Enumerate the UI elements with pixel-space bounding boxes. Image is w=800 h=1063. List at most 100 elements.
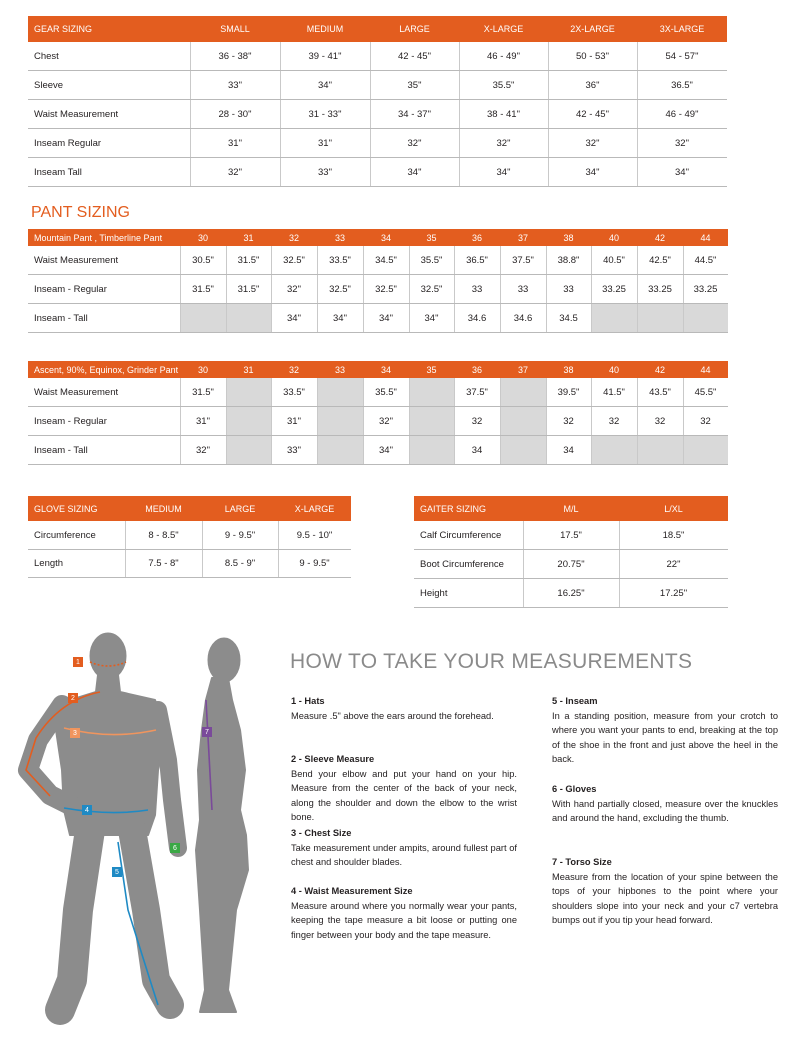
cell: 32" (379, 416, 393, 427)
instruction: 3 - Chest Size Take measurement under amp… (291, 826, 517, 870)
instruction-title: 7 - Torso Size (552, 857, 612, 867)
row-divider (28, 577, 351, 578)
cell: 32 (608, 416, 620, 427)
figure-label: 1 (73, 657, 83, 667)
cell: 9.5 - 10" (296, 529, 333, 541)
column-header: 38 (563, 364, 574, 375)
empty-cell (318, 407, 363, 436)
column-divider (271, 304, 272, 332)
column-header: MEDIUM (306, 24, 344, 34)
figure-label: 7 (202, 727, 212, 737)
column-divider (370, 71, 371, 99)
empty-cell (410, 436, 454, 465)
column-divider (683, 378, 684, 406)
column-divider (637, 436, 638, 464)
cell: 32.5" (375, 284, 397, 295)
column-header: 30 (197, 232, 208, 243)
column-divider (500, 246, 501, 274)
column-divider (619, 579, 620, 607)
cell: 32.5" (329, 284, 351, 295)
cell: 31.5" (237, 255, 260, 266)
column-header: 31 (243, 364, 254, 375)
cell: 42.5" (649, 255, 671, 266)
figure-label: 5 (112, 867, 122, 877)
column-divider (459, 158, 460, 186)
column-divider (591, 407, 592, 435)
cell: 46 - 49" (487, 51, 520, 62)
column-divider (591, 378, 592, 406)
empty-cell (181, 304, 226, 333)
column-header: 35 (426, 232, 437, 243)
column-divider (190, 158, 191, 186)
empty-cell (227, 304, 271, 333)
column-divider (280, 158, 281, 186)
column-divider (370, 129, 371, 157)
cell: 36.5" (466, 255, 488, 266)
instruction: 4 - Waist Measurement Size Measure around… (291, 884, 517, 942)
column-divider (190, 100, 191, 128)
column-divider (454, 246, 455, 274)
cell: 20.75" (557, 559, 585, 570)
table-header (414, 496, 728, 521)
column-divider (500, 378, 501, 406)
cell: 39 - 41" (308, 51, 342, 62)
waist-line (63, 807, 149, 814)
row-label: Circumference (34, 529, 96, 541)
row-divider (28, 186, 727, 187)
column-divider (190, 42, 191, 70)
empty-cell (684, 304, 728, 333)
column-header: X-LARGE (294, 503, 335, 514)
cell: 32" (407, 138, 422, 149)
cell: 32 (700, 416, 711, 427)
instruction-title: 3 - Chest Size (291, 828, 352, 838)
column-divider (271, 378, 272, 406)
front-leg-left (45, 815, 105, 1025)
cell: 36 - 38" (218, 51, 252, 62)
column-header: MEDIUM (145, 503, 182, 514)
cell: 35.5" (420, 255, 443, 266)
column-divider (226, 304, 227, 332)
cell: 42 - 45" (576, 109, 609, 120)
column-divider (591, 304, 592, 332)
column-divider (317, 436, 318, 464)
column-divider (226, 246, 227, 274)
cell: 31" (287, 416, 301, 427)
column-divider (180, 275, 181, 303)
empty-cell (410, 378, 454, 407)
column-divider (202, 549, 203, 577)
front-leg-right (118, 816, 184, 1019)
hat-line (89, 661, 127, 667)
cell: 34" (379, 313, 393, 324)
column-divider (546, 275, 547, 303)
instruction-text: In a standing position, measure from you… (552, 710, 778, 765)
table-header (28, 496, 351, 521)
cell: 34" (379, 445, 393, 456)
row-divider (28, 548, 351, 550)
section-title: HOW TO TAKE YOUR MEASUREMENTS (290, 650, 693, 673)
cell: 31" (196, 416, 210, 427)
cell: 33 (563, 284, 574, 295)
row-divider (28, 70, 727, 71)
row-divider (28, 435, 728, 436)
column-divider (637, 275, 638, 303)
figures (18, 632, 249, 1025)
column-divider (637, 378, 638, 406)
column-divider (226, 275, 227, 303)
row-label: Inseam Tall (34, 167, 82, 178)
column-divider (226, 378, 227, 406)
column-divider (548, 158, 549, 186)
cell: 35.5" (375, 387, 397, 398)
column-divider (180, 246, 181, 274)
column-divider (548, 71, 549, 99)
column-divider (454, 436, 455, 464)
row-label: Length (34, 558, 64, 570)
instruction-title: 2 - Sleeve Measure (291, 754, 375, 764)
table-header (28, 361, 728, 378)
cell: 40.5" (603, 255, 625, 266)
column-header: 36 (471, 364, 482, 375)
row-divider (28, 157, 727, 158)
column-divider (591, 275, 592, 303)
empty-cell (318, 436, 363, 465)
column-divider (363, 407, 364, 435)
